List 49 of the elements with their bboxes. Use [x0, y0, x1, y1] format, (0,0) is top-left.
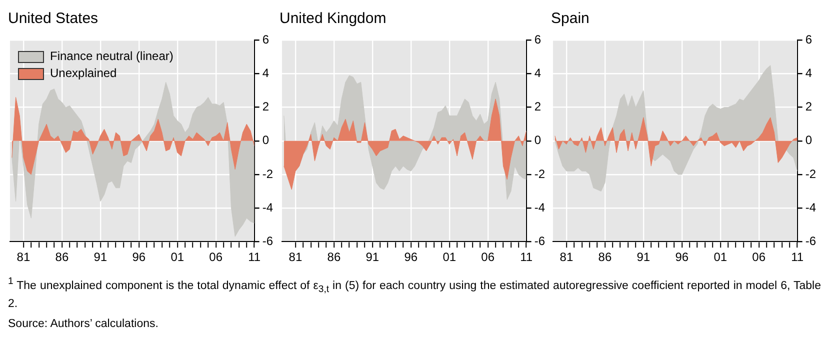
x-tick-label: 81 — [288, 250, 302, 264]
x-tick-label: 01 — [170, 250, 184, 264]
chart-title: United Kingdom — [280, 9, 388, 29]
text: $^{1}$ The unexplained component is the total dynamic effect of ε$_{3,t}$ in (5) for each country using the estimated autoregressive coefficient reported in model 6, Table 2. — [8, 276, 821, 310]
legend-label: Unexplained — [50, 65, 117, 82]
y-tick-label: -6 — [805, 234, 816, 248]
x-tick-label: 96 — [675, 250, 689, 264]
y-tick-label: -6 — [262, 234, 274, 248]
x-tick-label: 06 — [480, 250, 494, 264]
y-tick-label: 0 — [262, 133, 270, 148]
y-tick-label: 0 — [805, 133, 812, 148]
chart-title: United States — [8, 9, 100, 29]
y-tick-label: 6 — [262, 32, 270, 47]
y-tick-label: 4 — [534, 66, 541, 80]
x-tick-label: 06 — [209, 250, 223, 264]
y-tick-label: -4 — [534, 200, 545, 214]
x-tick-label: 01 — [442, 250, 456, 264]
x-tick-label: 91 — [365, 250, 379, 264]
y-tick-label: 2 — [805, 100, 812, 114]
chart-title: Spain — [551, 9, 590, 29]
y-tick-label: 4 — [805, 66, 812, 80]
y-tick-label: -2 — [805, 166, 816, 181]
x-tick-label: 11 — [248, 250, 261, 264]
x-tick-label: 86 — [598, 250, 612, 264]
y-tick-label: -2 — [534, 166, 545, 181]
y-tick-label: -4 — [262, 200, 274, 214]
x-tick-label: 11 — [791, 250, 804, 264]
y-tick-label: 6 — [805, 32, 812, 47]
y-tick-label: -6 — [534, 234, 545, 248]
y-tick-label: 2 — [534, 100, 541, 114]
x-tick-label: 86 — [55, 250, 69, 264]
source-note: Source: Authors’ calculations. — [8, 317, 160, 332]
y-tick-label: -2 — [262, 166, 274, 181]
legend-label: Finance neutral (linear) — [50, 48, 174, 65]
x-tick-label: 91 — [94, 250, 108, 264]
y-tick-label: 4 — [262, 66, 270, 80]
y-tick-label: 6 — [534, 32, 541, 47]
y-tick-label: 0 — [534, 133, 541, 148]
x-tick-label: 11 — [520, 250, 532, 264]
x-tick-label: 96 — [404, 250, 418, 264]
x-tick-label: 81 — [560, 250, 574, 264]
x-tick-label: 86 — [326, 250, 340, 264]
x-tick-label: 81 — [16, 250, 30, 264]
x-tick-label: 06 — [752, 250, 766, 264]
x-tick-label: 91 — [636, 250, 650, 264]
y-tick-label: 2 — [262, 100, 270, 114]
y-tick-label: -4 — [805, 200, 816, 214]
x-tick-label: 96 — [132, 250, 146, 264]
x-tick-label: 01 — [714, 250, 728, 264]
